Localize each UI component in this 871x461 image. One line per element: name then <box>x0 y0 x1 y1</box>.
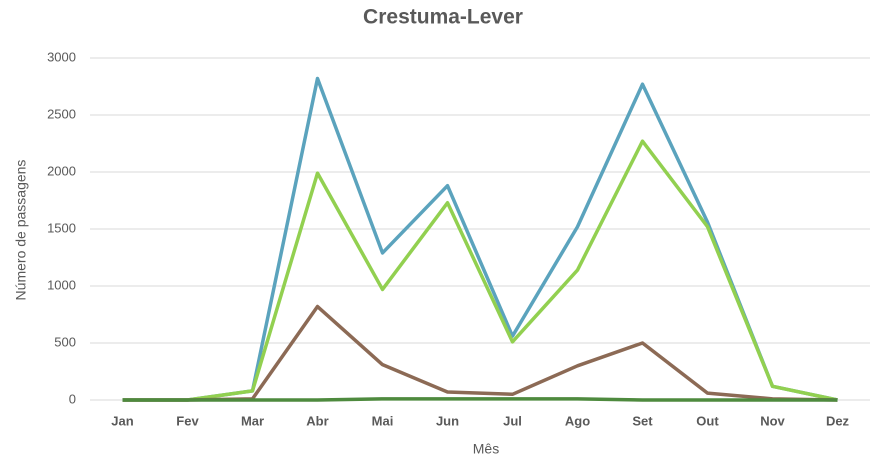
x-tick-label: Set <box>632 413 653 428</box>
y-tick-label: 1500 <box>47 220 76 235</box>
line-series <box>122 304 838 402</box>
x-tick-label: Jan <box>111 413 133 428</box>
y-tick-label: 1000 <box>47 277 76 292</box>
x-tick-label: Nov <box>760 413 785 428</box>
x-tick-label: Mar <box>241 413 264 428</box>
x-tick-label: Abr <box>306 413 328 428</box>
line-series <box>122 76 838 402</box>
y-tick-label: 2000 <box>47 163 76 178</box>
line-series <box>122 397 838 402</box>
x-axis-label: Mês <box>473 441 499 457</box>
y-tick-label: 2500 <box>47 106 76 121</box>
line-series <box>122 139 838 402</box>
x-tick-label: Mai <box>372 413 394 428</box>
y-tick-label: 3000 <box>47 49 76 64</box>
y-tick-label: 0 <box>69 391 76 406</box>
x-tick-label: Fev <box>176 413 199 428</box>
y-tick-label: 500 <box>54 334 76 349</box>
x-tick-label: Ago <box>565 413 590 428</box>
x-tick-label: Out <box>696 413 719 428</box>
x-tick-label: Jul <box>503 413 522 428</box>
y-axis-label: Número de passagens <box>13 160 29 301</box>
x-tick-label: Jun <box>436 413 459 428</box>
x-tick-label: Dez <box>826 413 850 428</box>
chart-title: Crestuma-Lever <box>363 6 523 29</box>
